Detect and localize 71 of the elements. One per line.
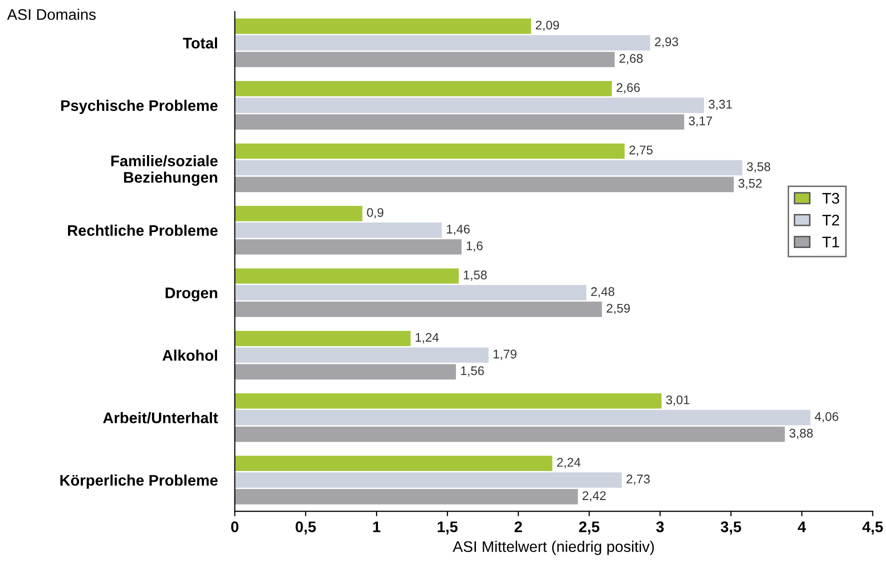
bar [234, 364, 456, 380]
bar [234, 143, 625, 159]
bar [234, 114, 684, 130]
y-tick-label: Familie/soziale Beziehungen [111, 155, 218, 186]
bar [234, 52, 615, 68]
bar [234, 410, 810, 426]
bar [234, 239, 462, 255]
bar [234, 456, 552, 472]
x-tick-label: 0 [231, 521, 238, 532]
bar [234, 160, 742, 176]
bar [234, 472, 622, 488]
bar [234, 18, 532, 34]
x-tick-label: 1 [373, 522, 380, 532]
bar [234, 393, 662, 409]
x-tick-label: 2 [514, 521, 522, 532]
bar [234, 80, 612, 96]
legend-label: T2 [822, 214, 840, 226]
bar [234, 268, 459, 284]
legend-label: T3 [822, 192, 840, 204]
bar [234, 222, 442, 238]
data-label: 3,58 [746, 162, 770, 173]
y-tick-label: Arbeit/Unterhalt [103, 412, 218, 424]
bar [234, 426, 785, 442]
x-tick-label: 2,5 [579, 521, 600, 534]
data-label: 3,52 [738, 178, 762, 190]
legend-label: T1 [822, 236, 840, 248]
data-label: 2,59 [606, 304, 630, 314]
bar [234, 35, 650, 51]
data-label: 1,79 [494, 350, 516, 360]
data-label: 1,6 [466, 241, 483, 252]
data-label: 1,56 [461, 366, 484, 377]
data-label: 2,48 [591, 287, 614, 298]
data-label: 0,9 [367, 208, 384, 218]
text: ASI Domains [7, 8, 96, 20]
x-tick-label: 3 [656, 521, 664, 532]
bar [234, 347, 489, 363]
bar [234, 489, 578, 504]
x-tick-label: 4,5 [862, 522, 883, 534]
x-tick-label: 3,5 [720, 521, 742, 534]
y-tick-label: Körperliche Probleme [60, 474, 218, 489]
data-label: 2,68 [620, 54, 643, 64]
data-label: 4,06 [814, 412, 838, 422]
bar [234, 176, 734, 192]
data-label: 3,17 [688, 116, 712, 127]
data-label: 1,46 [446, 224, 470, 236]
y-tick-label: Alkohol [162, 350, 218, 361]
bar [234, 302, 602, 317]
x-tick-label: 1,5 [438, 522, 458, 534]
data-label: 3,31 [708, 100, 732, 110]
data-label: 2,75 [629, 146, 653, 156]
data-label: 2,42 [582, 491, 606, 502]
data-label: 2,66 [616, 83, 640, 94]
data-label: 2,24 [557, 458, 580, 468]
data-label: 2,09 [536, 20, 559, 32]
data-label: 3,01 [666, 395, 690, 406]
data-label: 2,93 [654, 37, 678, 48]
data-label: 1,58 [464, 270, 487, 281]
y-tick-label: Drogen [166, 288, 218, 302]
x-tick-label: 4 [798, 522, 806, 532]
x-tick-label: 0,5 [296, 521, 316, 534]
bar [234, 98, 704, 113]
y-tick-label: Total [182, 37, 218, 49]
bar [234, 206, 362, 222]
data-label: 3,88 [789, 428, 813, 440]
data-label: 2,73 [626, 474, 650, 485]
y-tick-label: Rechtliche Probleme [68, 224, 218, 236]
data-label: 1,24 [416, 332, 439, 344]
bar [234, 330, 411, 346]
bar [234, 285, 586, 300]
x-axis-title: ASI Mittelwert (niedrig positiv) [452, 540, 654, 556]
y-tick-label: Psychische Probleme [61, 100, 218, 114]
